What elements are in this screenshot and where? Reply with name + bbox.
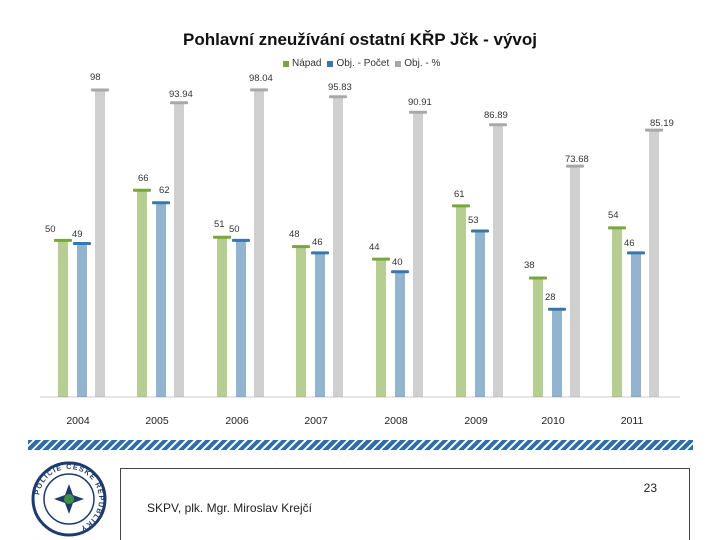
data-label-obj-pct-2010: 73.68 [565, 154, 589, 165]
x-tick-label-2005: 2005 [145, 415, 169, 427]
data-label-napad-2005: 66 [138, 173, 149, 184]
bar-napad-2004-cap [54, 238, 72, 242]
legend-label-napad: Nápad [292, 58, 322, 69]
data-label-obj-pocet-2010: 28 [545, 292, 556, 303]
bar-napad-2005-cap [133, 188, 151, 192]
bar-napad-2008-cap [372, 257, 390, 261]
data-label-napad-2009: 61 [454, 189, 465, 200]
legend-item-napad: Nápad [283, 58, 321, 69]
data-label-obj-pct-2007: 95.83 [328, 82, 352, 93]
chart-legend: Nápad Obj. - Počet Obj. - % [283, 58, 440, 69]
data-label-napad-2011: 54 [608, 210, 619, 221]
bar-obj-pocet-2010-cap [548, 307, 566, 311]
bar-obj-pct-2008-cap [409, 110, 427, 114]
bar-obj-pct-2006-cap [250, 88, 268, 92]
bar-obj-pct-2009-cap [489, 123, 507, 127]
data-label-napad-2008: 44 [369, 242, 380, 253]
police-logo: POLICIE ČESKÉ REPUBLIKY [31, 461, 107, 537]
data-label-obj-pct-2004: 98 [90, 72, 101, 83]
legend-item-obj-pocet: Obj. - Počet [327, 58, 389, 69]
bar-obj-pct-2004-cap [91, 88, 109, 92]
bar-obj-pocet-2009-cap [471, 229, 489, 233]
data-label-obj-pct-2005: 93.94 [169, 89, 193, 100]
data-label-obj-pocet-2009: 53 [468, 215, 479, 226]
x-tick-label-2006: 2006 [225, 415, 249, 427]
page-number: 23 [643, 481, 657, 495]
bar-obj-pocet-2006-cap [232, 238, 250, 242]
x-tick-label-2011: 2011 [621, 415, 644, 427]
data-label-obj-pocet-2011: 46 [624, 238, 635, 249]
bar-obj-pocet-2007-cap [311, 251, 329, 255]
data-label-napad-2006: 51 [214, 219, 225, 230]
data-label-napad-2010: 38 [524, 260, 535, 271]
bar-napad-2006-cap [213, 235, 231, 239]
legend-label-obj-pct: Obj. - % [404, 58, 441, 69]
legend-swatch-obj-pocet [327, 60, 334, 67]
data-label-napad-2007: 48 [289, 229, 300, 240]
data-label-obj-pocet-2007: 46 [312, 237, 323, 248]
data-label-obj-pct-2009: 86.89 [484, 110, 508, 121]
bar-obj-pct-2005-cap [170, 101, 188, 105]
bar-obj-pocet-2004-cap [73, 242, 91, 245]
logo-center-icon [64, 494, 74, 504]
bar-obj-pocet-2005-cap [152, 201, 170, 205]
data-label-obj-pocet-2005: 62 [159, 185, 170, 196]
bar-obj-pocet-2011-cap [627, 251, 645, 255]
x-tick-label-2009: 2009 [464, 415, 488, 427]
legend-swatch-napad [283, 60, 289, 67]
chart-title: Pohlavní zneužívání ostatní KŘP Jčk - vý… [183, 30, 537, 49]
footer-box: 23 SKPV, plk. Mgr. Miroslav Krejčí [120, 468, 690, 540]
x-tick-label-2008: 2008 [384, 415, 408, 427]
data-label-obj-pocet-2008: 40 [392, 257, 403, 268]
x-tick-label-2007: 2007 [304, 415, 328, 427]
data-label-napad-2004: 50 [45, 224, 56, 235]
legend-item-obj-pct: Obj. - % [395, 58, 440, 69]
data-label-obj-pocet-2006: 50 [229, 224, 240, 235]
chart-plot: 50 66 51 48 44 61 38 54 49 62 50 46 40 53 28 46 98 93.94 9… [40, 72, 680, 427]
bar-obj-pct-2007-cap [329, 95, 347, 99]
data-label-obj-pocet-2004: 49 [72, 229, 83, 240]
data-label-obj-pct-2008: 90.91 [408, 97, 432, 108]
x-tick-label-2004: 2004 [66, 415, 90, 427]
bar-obj-pct-2011-cap [645, 128, 663, 132]
bar-napad-2007-cap [292, 245, 310, 249]
x-tick-label-2010: 2010 [541, 415, 565, 427]
bar-napad-2009-cap [452, 204, 470, 208]
bar-obj-pocet-2008-cap [391, 270, 409, 274]
data-label-obj-pct-2011: 85.19 [650, 118, 674, 129]
data-label-obj-pct-2006: 98.04 [249, 73, 273, 84]
decorative-stripe [28, 440, 693, 450]
bar-obj-pct-2010-cap [566, 164, 584, 168]
footer-author: SKPV, plk. Mgr. Miroslav Krejčí [147, 501, 312, 515]
bar-napad-2010-cap [529, 276, 547, 280]
legend-label-obj-pocet: Obj. - Počet [336, 58, 390, 69]
legend-swatch-obj-pct [395, 60, 402, 67]
bar-napad-2011-cap [608, 226, 626, 230]
